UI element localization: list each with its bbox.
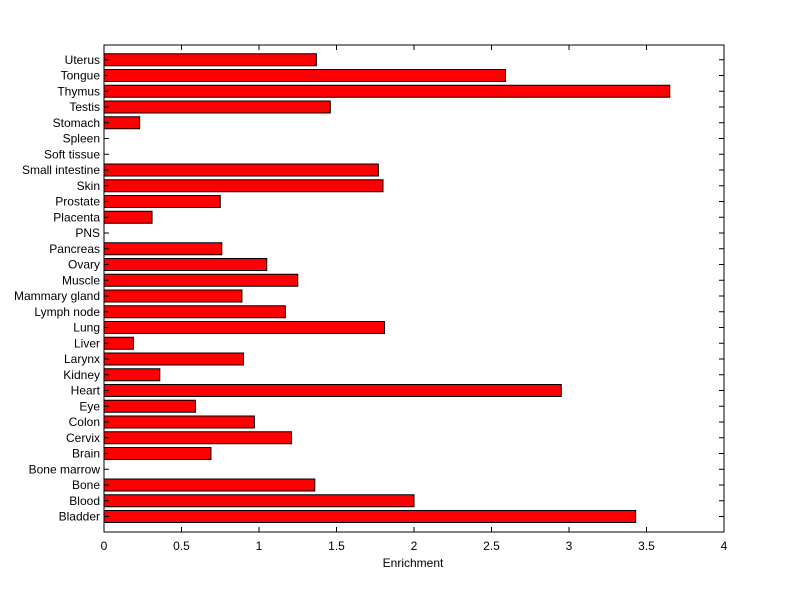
- bar-lung: [103, 321, 386, 334]
- y-tick-label: Liver: [74, 336, 100, 350]
- x-tick-label: 3: [566, 539, 573, 553]
- y-tick-label: Eye: [79, 399, 100, 413]
- y-tick-label: Colon: [69, 415, 100, 429]
- x-tick-label: 3.5: [638, 539, 655, 553]
- bar-heart: [103, 384, 562, 397]
- bar-cervix: [103, 431, 293, 445]
- bar-tongue: [103, 69, 506, 82]
- x-tick-label: 1: [256, 539, 263, 553]
- bar-colon: [103, 415, 255, 429]
- y-tick-label: Mammary gland: [14, 289, 100, 303]
- y-tick-label: Uterus: [65, 53, 100, 67]
- y-tick-label: Bone marrow: [29, 462, 101, 476]
- x-tick-label: 1.5: [328, 539, 345, 553]
- x-tick-label: 0: [101, 539, 108, 553]
- bar-kidney: [103, 368, 161, 382]
- y-tick-label: Blood: [69, 494, 100, 508]
- y-tick-label: Cervix: [66, 431, 100, 445]
- bar-thymus: [103, 84, 671, 98]
- y-tick-label: Pancreas: [49, 242, 100, 256]
- y-tick-label: Lung: [73, 321, 100, 335]
- bar-mammary-gland: [103, 289, 243, 303]
- bar-bone: [103, 478, 316, 492]
- y-tick-label: Prostate: [55, 195, 100, 209]
- y-tick-label: PNS: [75, 226, 100, 240]
- bar-skin: [103, 179, 384, 193]
- bar-larynx: [103, 352, 244, 366]
- y-tick-label: Ovary: [68, 258, 100, 272]
- x-tick-label: 0.5: [173, 539, 190, 553]
- y-tick-label: Bone: [72, 478, 100, 492]
- ticks-layer: [103, 45, 725, 532]
- y-tick-label: Lymph node: [34, 305, 100, 319]
- y-tick-label: Spleen: [63, 132, 100, 146]
- bar-prostate: [103, 195, 221, 208]
- bar-eye: [103, 399, 196, 413]
- bar-lymph-node: [103, 305, 286, 319]
- bar-blood: [103, 494, 415, 508]
- x-tick-label: 4: [721, 539, 728, 553]
- y-tick-label: Tongue: [61, 69, 101, 83]
- x-axis-label: Enrichment: [383, 556, 444, 570]
- bar-testis: [103, 100, 331, 114]
- y-tick-label: Muscle: [62, 273, 100, 287]
- y-tick-label: Placenta: [53, 210, 100, 224]
- x-tick-label: 2: [411, 539, 418, 553]
- bar-uterus: [103, 53, 317, 67]
- y-tick-label: Thymus: [57, 84, 100, 98]
- bar-ovary: [103, 258, 268, 271]
- y-tick-label: Heart: [71, 384, 101, 398]
- bar-placenta: [103, 210, 153, 224]
- bar-stomach: [103, 116, 141, 130]
- bar-bladder: [103, 510, 637, 523]
- y-tick-label: Stomach: [53, 116, 100, 130]
- y-tick-label: Bladder: [59, 510, 100, 524]
- y-tick-label: Soft tissue: [44, 147, 100, 161]
- y-tick-label: Kidney: [63, 368, 100, 382]
- bar-muscle: [103, 273, 299, 287]
- bar-brain: [103, 447, 212, 460]
- bar-pancreas: [103, 242, 223, 256]
- y-tick-label: Skin: [77, 179, 100, 193]
- y-tick-label: Larynx: [64, 352, 100, 366]
- y-tick-label: Small intestine: [22, 163, 100, 177]
- y-tick-label: Brain: [72, 447, 100, 461]
- y-tick-label: Testis: [69, 100, 100, 114]
- bar-small-intestine: [103, 163, 379, 177]
- x-tick-label: 2.5: [483, 539, 500, 553]
- bars-layer: [103, 53, 671, 523]
